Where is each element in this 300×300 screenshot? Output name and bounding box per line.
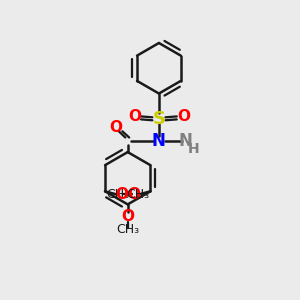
- Text: O: O: [177, 109, 190, 124]
- Text: S: S: [152, 110, 165, 128]
- Text: H: H: [187, 142, 199, 155]
- Text: CH₃: CH₃: [106, 188, 129, 201]
- Text: N: N: [179, 132, 193, 150]
- Text: O: O: [128, 109, 141, 124]
- Text: O: O: [121, 209, 134, 224]
- Text: CH₃: CH₃: [116, 223, 139, 236]
- Text: CH₃: CH₃: [126, 188, 149, 201]
- Text: O: O: [115, 187, 128, 202]
- Text: O: O: [109, 120, 122, 135]
- Text: O: O: [128, 187, 140, 202]
- Text: N: N: [152, 132, 166, 150]
